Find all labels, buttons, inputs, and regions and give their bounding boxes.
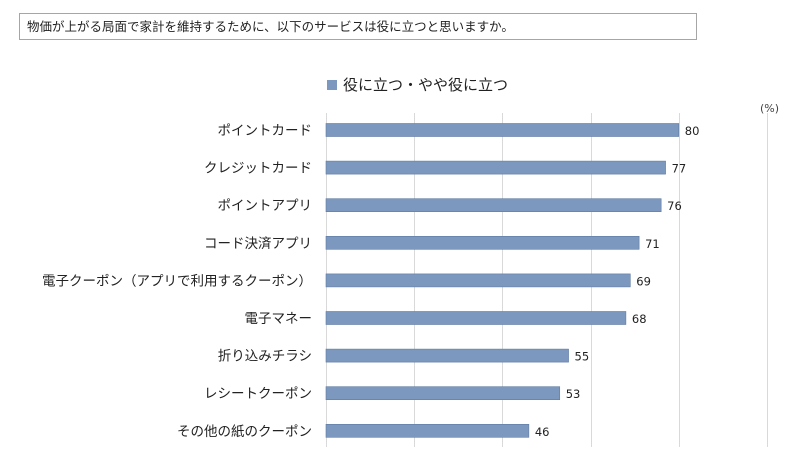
category-label-6: 電子マネー <box>245 311 313 327</box>
category-label-1: ポイントカード <box>218 123 313 139</box>
category-label-5: 電子クーポン（アプリで利用するクーポン） <box>42 273 312 289</box>
bar-5 <box>325 273 631 288</box>
value-label-7: 55 <box>575 350 590 364</box>
value-label-1: 80 <box>685 124 700 138</box>
category-label-9: その他の紙のクーポン <box>177 424 312 440</box>
category-label-2: クレジットカード <box>204 161 312 177</box>
legend: 役に立つ・やや役に立つ <box>327 76 508 94</box>
value-label-2: 77 <box>672 162 687 176</box>
bar-1 <box>325 123 680 137</box>
value-label-4: 71 <box>645 237 660 251</box>
category-label-7: 折り込みチラシ <box>218 349 312 365</box>
unit-label: (%) <box>760 102 779 115</box>
question-text: 物価が上がる局面で家計を維持するために、以下のサービスは役に立つと思いますか。 <box>19 13 697 40</box>
bars <box>325 123 680 438</box>
category-label-4: コード決済アプリ <box>204 236 312 252</box>
bar-6 <box>325 311 627 325</box>
legend-marker <box>327 80 337 90</box>
legend-label: 役に立つ・やや役に立つ <box>343 76 508 94</box>
bar-4 <box>325 236 640 250</box>
value-label-6: 68 <box>632 312 647 326</box>
value-label-3: 76 <box>667 199 682 213</box>
bar-7 <box>325 348 569 363</box>
bar-8 <box>325 386 561 401</box>
bar-2 <box>325 160 666 175</box>
value-label-5: 69 <box>636 274 651 288</box>
value-label-9: 46 <box>535 425 550 439</box>
category-labels: ポイントカードクレジットカードポイントアプリコード決済アプリ電子クーポン（アプリ… <box>42 123 312 440</box>
value-labels: 80 77 76 71 69 68 55 53 46 <box>535 124 700 439</box>
value-label-8: 53 <box>566 387 581 401</box>
bar-9 <box>325 423 530 438</box>
category-label-8: レシートクーポン <box>204 386 312 402</box>
category-label-3: ポイントアプリ <box>218 198 313 214</box>
bar-3 <box>325 198 662 212</box>
